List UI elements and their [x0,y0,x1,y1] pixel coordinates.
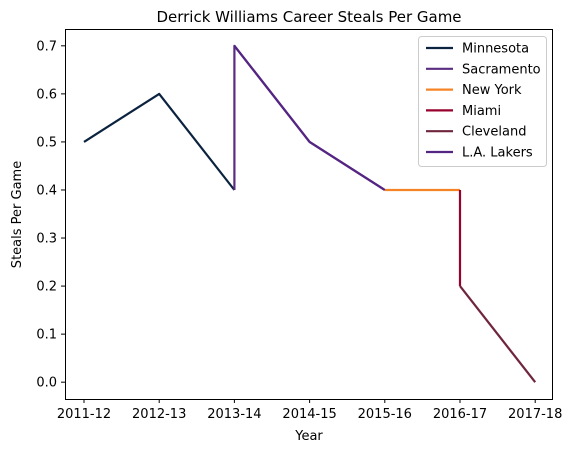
y-tick-label: 0.0 [36,376,57,391]
legend-label-2: New York [462,83,522,98]
y-axis: 0.0 0.1 0.2 0.3 0.4 0.5 0.6 0.7 [36,39,65,391]
y-tick-label: 0.6 [36,87,57,102]
x-tick-label: 2015-16 [358,407,412,422]
x-tick-label: 2013-14 [207,407,261,422]
legend-label-0: Minnesota [462,42,529,57]
legend-label-5: L.A. Lakers [462,146,533,161]
x-axis: 2011-12 2012-13 2013-14 2014-15 2015-16 2016-… [57,399,562,422]
x-tick-label: 2014-15 [282,407,336,422]
y-tick-label: 0.5 [36,135,57,150]
legend-label-3: Miami [462,104,501,119]
y-tick-label: 0.1 [36,328,57,343]
chart-title: Derrick Williams Career Steals Per Game [156,8,461,26]
y-axis-title: Steals Per Game [10,161,25,268]
plot-area-frame [65,29,553,400]
series-layer [83,44,537,383]
x-tick-label: 2016-17 [433,407,487,422]
series-line-4 [459,285,537,383]
legend-label-1: Sacramento [462,62,541,77]
series-line-5 [233,45,386,191]
y-tick-label: 0.3 [36,232,57,247]
x-tick-label: 2011-12 [57,407,111,422]
legend: Minnesota Sacramento New York Miami Clevelan… [418,36,547,167]
legend-label-4: Cleveland [462,125,526,140]
x-tick-label: 2017-18 [508,407,562,422]
y-tick-label: 0.4 [36,183,57,198]
x-axis-title: Year [294,429,323,444]
series-line-0 [83,92,236,191]
y-tick-label: 0.2 [36,280,57,295]
y-tick-label: 0.7 [36,39,57,54]
x-tick-label: 2012-13 [132,407,186,422]
